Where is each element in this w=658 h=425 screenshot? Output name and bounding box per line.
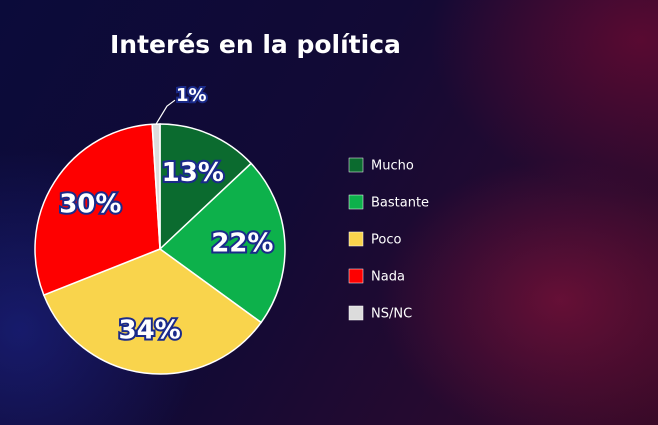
legend-text: Bastante: [371, 196, 429, 211]
legend-swatch: [348, 305, 364, 321]
pie-slice: [34, 123, 161, 296]
pie-slice: [159, 123, 253, 251]
legend-text: Nada: [371, 270, 405, 285]
data-label: 13%: [162, 158, 224, 188]
pie-slice: [158, 162, 286, 324]
data-label: 34%: [119, 315, 181, 345]
chart-title: Interés en la política: [110, 30, 401, 59]
data-label: 22%: [211, 228, 273, 258]
legend-text: Mucho: [371, 159, 414, 174]
legend-swatch: [348, 157, 364, 173]
pie-slice: [42, 248, 263, 375]
data-label: 1%: [176, 85, 207, 106]
legend-swatch: [348, 268, 364, 284]
pie-slice: [151, 123, 161, 250]
leader-line: [155, 99, 176, 125]
legend-text: NS/NC: [371, 307, 412, 322]
legend-swatch: [348, 194, 364, 210]
legend-text: Poco: [371, 233, 401, 248]
data-label: 30%: [59, 189, 121, 219]
legend-swatch: [348, 231, 364, 247]
